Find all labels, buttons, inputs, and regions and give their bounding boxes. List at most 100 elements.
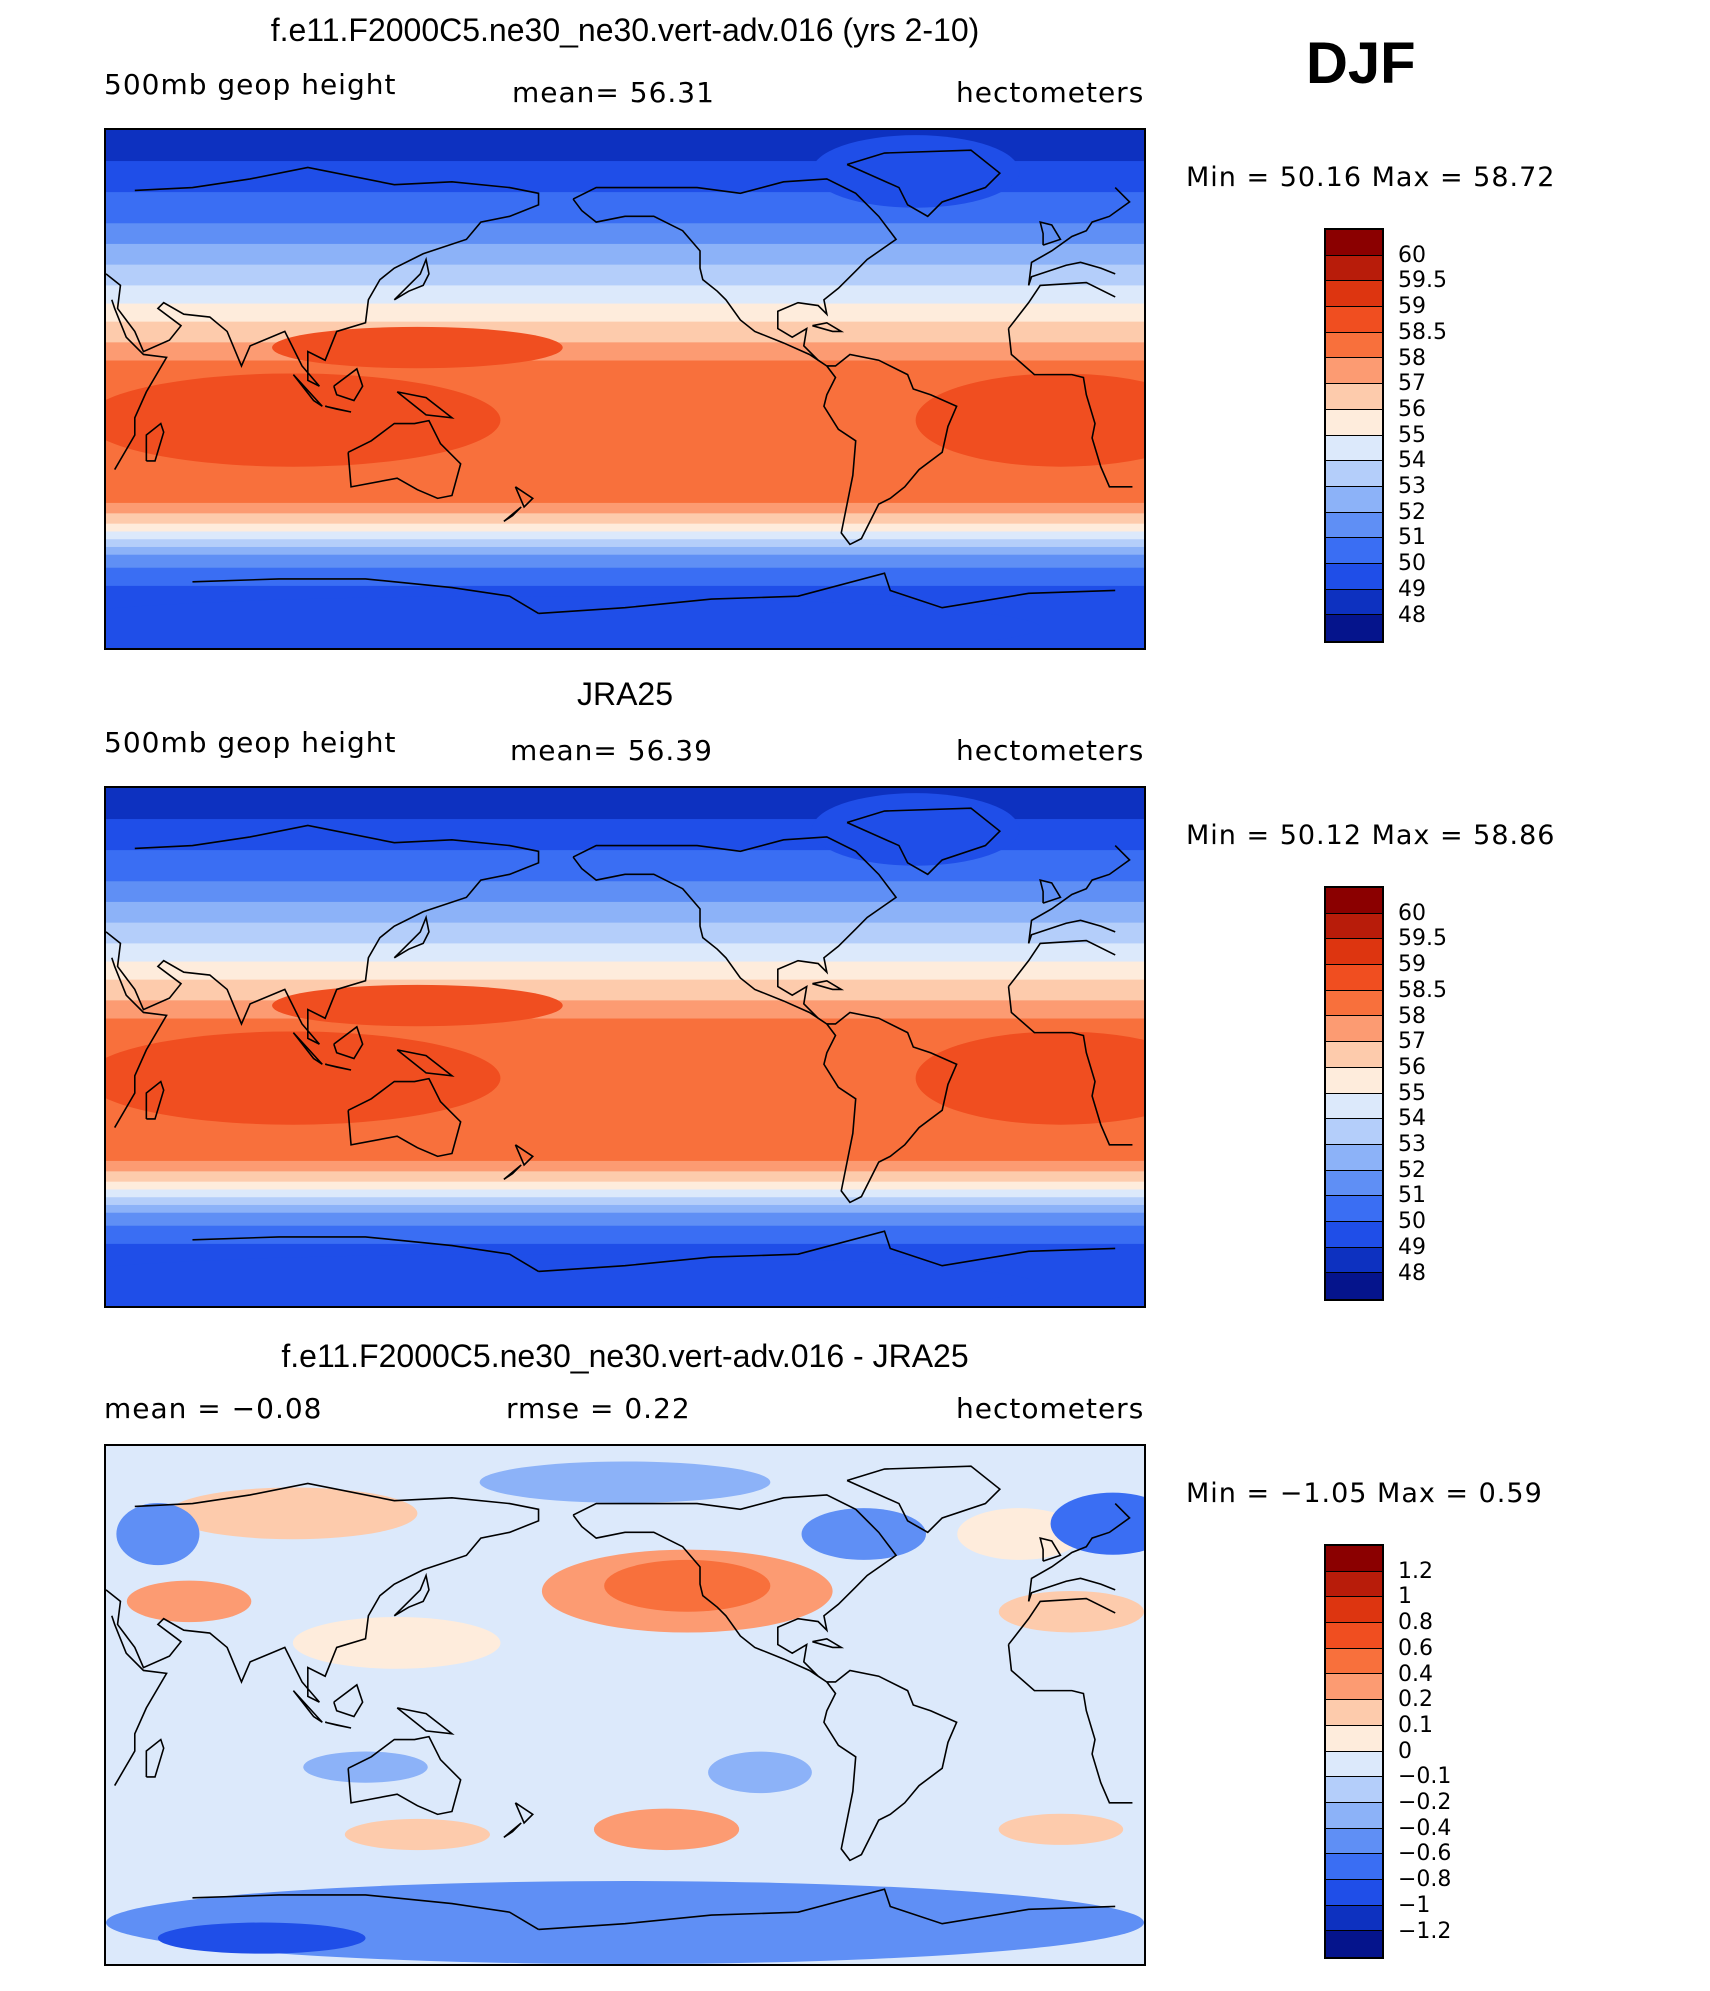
colorbar-box (1326, 1546, 1382, 1572)
panel-2-left-label: 500mb geop height (104, 726, 397, 759)
panel-3-title: f.e11.F2000C5.ne30_ne30.vert-adv.016 - J… (281, 1338, 969, 1374)
colorbar-tick-label: −0.2 (1398, 1790, 1452, 1815)
colorbar-box (1326, 230, 1382, 256)
panel-3-units-label: hectometers (956, 1392, 1145, 1425)
colorbar-box (1326, 1093, 1382, 1120)
colorbar-tick-label: 55 (1398, 422, 1426, 448)
colorbar-tick-label: 56 (1398, 1054, 1426, 1080)
colorbar-box (1326, 1196, 1382, 1222)
colorbar-box (1326, 615, 1382, 641)
colorbar-tick-label: 51 (1398, 525, 1426, 551)
colorbar-box (1326, 1751, 1382, 1778)
colorbar-tick-label: 52 (1398, 1157, 1426, 1183)
colorbar-tick-label: 56 (1398, 396, 1426, 422)
colorbar-tick-label: 54 (1398, 1106, 1426, 1132)
colorbar-box (1326, 1597, 1382, 1624)
coastlines (106, 1465, 1133, 1931)
colorbar-tick-label: 50 (1398, 1209, 1426, 1235)
colorbar-box (1326, 1016, 1382, 1043)
colorbar-box (1326, 965, 1382, 991)
panel-3-colorbar (1324, 1544, 1384, 1960)
colorbar-box (1326, 1854, 1382, 1880)
colorbar-box (1326, 384, 1382, 410)
season-label: DJF (1306, 31, 1416, 96)
colorbar-box (1326, 1648, 1382, 1675)
colorbar-tick-label: 0.1 (1398, 1712, 1433, 1738)
panel-1-minmax: Min = 50.16 Max = 58.72 (1186, 162, 1556, 193)
colorbar-box (1326, 1905, 1382, 1932)
panel-2-map (104, 786, 1146, 1308)
colorbar-tick-label: 53 (1398, 1132, 1426, 1157)
colorbar-tick-label: 50 (1398, 551, 1426, 577)
colorbar-tick-label: 51 (1398, 1183, 1426, 1209)
colorbar-tick-label: 53 (1398, 474, 1426, 499)
colorbar-box (1326, 281, 1382, 308)
coastlines (106, 149, 1133, 615)
panel-3-mean-label: mean = −0.08 (104, 1392, 323, 1425)
colorbar-box (1326, 1247, 1382, 1274)
panel-1-left-label: 500mb geop height (104, 68, 397, 101)
colorbar-tick-label: 54 (1398, 448, 1426, 474)
colorbar-box (1326, 1571, 1382, 1598)
map-field (106, 1446, 1144, 1964)
colorbar-tick-label: 0.2 (1398, 1687, 1433, 1713)
colorbar-tick-label: −1.2 (1398, 1918, 1452, 1944)
colorbar-box (1326, 461, 1382, 487)
colorbar-box (1326, 1879, 1382, 1906)
colorbar-tick-label: 59 (1398, 952, 1426, 978)
colorbar-tick-label: 49 (1398, 1234, 1426, 1260)
colorbar-tick-label: −0.6 (1398, 1841, 1452, 1867)
colorbar-tick-label: 55 (1398, 1080, 1426, 1106)
panel-2-title: JRA25 (576, 676, 674, 712)
map-field (106, 788, 1144, 1306)
colorbar-tick-label: 58.5 (1398, 319, 1447, 345)
colorbar-box (1326, 1170, 1382, 1197)
colorbar-tick-label: 58 (1398, 345, 1426, 371)
colorbar-tick-label: 1.2 (1398, 1558, 1433, 1584)
colorbar-tick-label: 58.5 (1398, 977, 1447, 1003)
colorbar-box (1326, 486, 1382, 513)
colorbar-tick-label: 57 (1398, 371, 1426, 397)
colorbar-box (1326, 1700, 1382, 1726)
colorbar-tick-label: 0.6 (1398, 1635, 1433, 1661)
colorbar-tick-label: 59.5 (1398, 926, 1447, 952)
colorbar-tick-label: 49 (1398, 576, 1426, 602)
colorbar-box (1326, 1144, 1382, 1171)
colorbar-tick-label: 48 (1398, 602, 1426, 628)
colorbar-box (1326, 332, 1382, 359)
panel-2-minmax: Min = 50.12 Max = 58.86 (1186, 820, 1556, 851)
colorbar-tick-label: 0 (1398, 1738, 1412, 1764)
colorbar-tick-label: 59 (1398, 294, 1426, 320)
colorbar-box (1326, 1828, 1382, 1855)
colorbar-box (1326, 1623, 1382, 1649)
colorbar-box (1326, 990, 1382, 1017)
panel-2-colorbar (1324, 886, 1384, 1302)
colorbar-box (1326, 939, 1382, 966)
contour-fill (106, 1446, 1144, 1964)
colorbar-box (1326, 1931, 1382, 1957)
colorbar-tick-label: 59.5 (1398, 268, 1447, 294)
panel-1-units-label: hectometers (956, 76, 1145, 109)
colorbar-tick-label: 60 (1398, 242, 1426, 268)
colorbar-box (1326, 1273, 1382, 1299)
colorbar-box (1326, 888, 1382, 914)
contour-fill (106, 788, 1144, 1306)
colorbar-tick-label: −0.1 (1398, 1764, 1452, 1790)
colorbar-tick-label: 58 (1398, 1003, 1426, 1029)
colorbar-box (1326, 589, 1382, 616)
colorbar-tick-label: 0.4 (1398, 1661, 1433, 1687)
colorbar-box (1326, 913, 1382, 940)
colorbar-box (1326, 538, 1382, 564)
panel-1-mean-label: mean= 56.31 (512, 76, 715, 109)
panel-2-units-label: hectometers (956, 734, 1145, 767)
colorbar-box (1326, 1221, 1382, 1248)
colorbar-box (1326, 563, 1382, 590)
colorbar-box (1326, 1042, 1382, 1068)
colorbar-box (1326, 358, 1382, 385)
colorbar-box (1326, 255, 1382, 282)
colorbar-tick-label: 57 (1398, 1029, 1426, 1055)
colorbar-tick-label: −0.4 (1398, 1815, 1452, 1841)
colorbar-box (1326, 1119, 1382, 1145)
contour-fill (106, 130, 1144, 648)
map-field (106, 130, 1144, 648)
